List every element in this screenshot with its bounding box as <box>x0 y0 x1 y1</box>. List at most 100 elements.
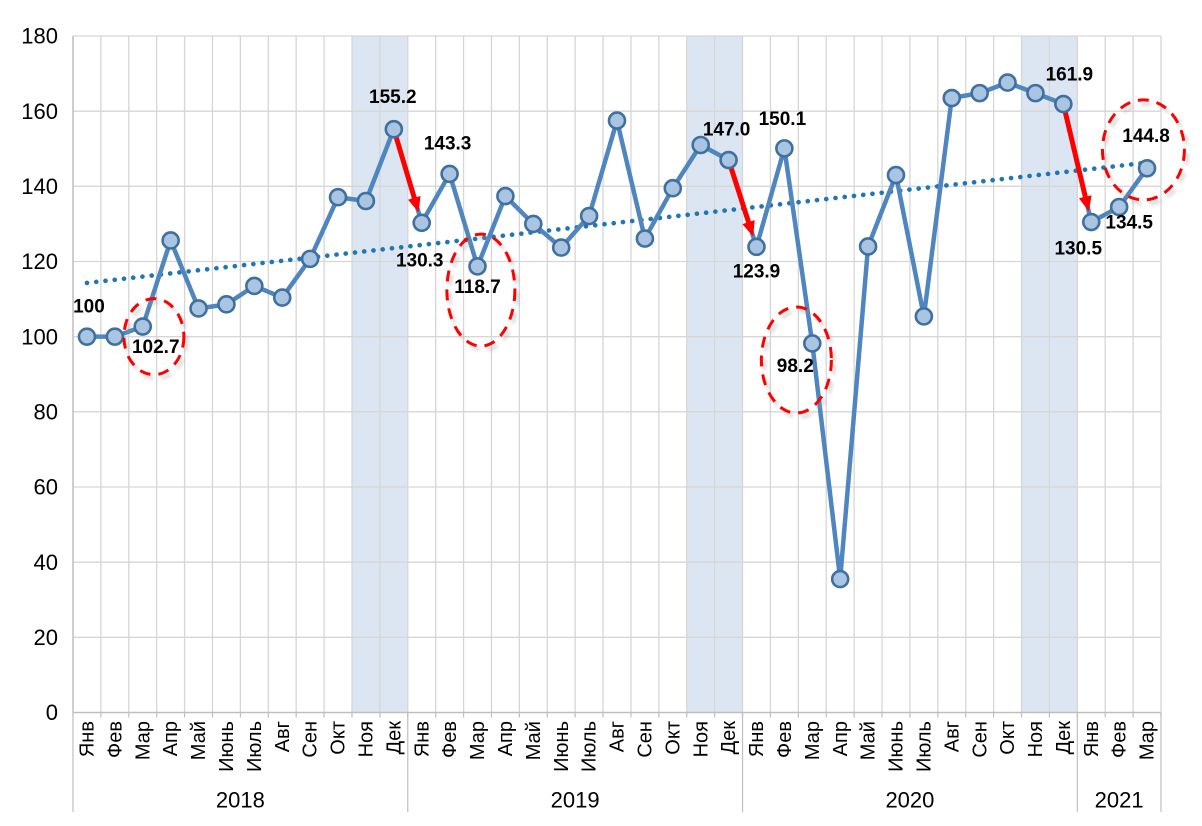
data-point-marker <box>775 139 794 158</box>
data-point-label: 118.7 <box>454 277 501 298</box>
highlight-ellipse <box>445 232 517 348</box>
axes <box>72 36 1162 812</box>
data-point-marker <box>356 191 376 211</box>
data-point-label: 100 <box>73 296 105 317</box>
data-point-label: 130.3 <box>396 250 444 271</box>
month-label: Ноя <box>356 721 378 757</box>
drop-arrow-head <box>408 196 421 213</box>
month-label: Июль <box>244 721 266 772</box>
month-label: Апр <box>160 721 182 756</box>
y-axis-tick-label: 100 <box>21 324 58 349</box>
data-point-marker <box>691 135 710 155</box>
data-point-label: 123.9 <box>733 261 781 282</box>
y-axis-tick-labels: 0 20 40 60 80 100 120 140 160 180 <box>21 24 58 726</box>
data-point-marker <box>607 111 627 130</box>
data-point-marker <box>105 327 125 346</box>
data-point-marker <box>1081 212 1101 232</box>
month-label: Апр <box>495 721 517 756</box>
y-axis-tick-label: 40 <box>34 550 58 575</box>
month-label: Авг <box>941 721 963 752</box>
highlight-ellipse-shadow <box>448 236 520 352</box>
month-label: Фев <box>439 721 461 758</box>
data-point-marker <box>217 295 236 314</box>
y-axis-tick-label: 20 <box>34 625 58 650</box>
month-label: Авг <box>272 721 294 752</box>
highlight-ellipse-shadow <box>1103 102 1189 206</box>
month-label: Сен <box>969 721 991 758</box>
y-axis-tick-label: 80 <box>34 400 58 425</box>
data-point-marker <box>1109 197 1129 217</box>
data-point-marker <box>468 257 487 276</box>
month-label: Май <box>188 721 210 760</box>
data-point-marker <box>886 165 906 185</box>
month-label: Мар <box>132 721 154 760</box>
drop-arrow-head <box>1078 195 1092 212</box>
month-label: Апр <box>830 721 852 756</box>
data-point-marker <box>998 73 1017 92</box>
year-label: 2021 <box>1095 788 1144 813</box>
data-point-marker <box>1054 94 1073 114</box>
y-axis-tick-label: 140 <box>21 174 58 199</box>
highlight-ellipse <box>759 305 833 415</box>
data-point-label: 144.8 <box>1122 126 1170 147</box>
month-label: Сен <box>634 721 656 758</box>
data-point-marker <box>747 237 766 257</box>
month-label: Сен <box>300 721 322 758</box>
data-point-label: 150.1 <box>759 109 807 130</box>
data-point-marker <box>970 83 989 103</box>
month-label: Янв <box>1081 721 1103 757</box>
data-point-marker <box>551 238 571 257</box>
data-point-marker <box>272 288 292 307</box>
drop-arrows <box>393 110 1092 237</box>
y-axis-tick-label: 0 <box>46 700 58 725</box>
data-point-marker <box>524 214 543 234</box>
year-label: 2018 <box>216 788 265 813</box>
highlight-ellipse <box>122 297 186 377</box>
data-point-marker <box>579 206 599 226</box>
data-point-marker <box>328 187 348 207</box>
month-label: Июнь <box>551 721 573 772</box>
month-label: Авг <box>607 721 629 752</box>
month-label: Июль <box>913 721 935 772</box>
month-label: Май <box>523 721 545 760</box>
year-labels: 2018 2019 2020 2021 <box>216 788 1144 813</box>
data-point-label: 98.2 <box>777 356 814 377</box>
month-label: Июль <box>579 721 601 772</box>
y-axis-tick-label: 120 <box>21 249 58 274</box>
data-point-marker <box>384 119 404 139</box>
year-label: 2019 <box>551 788 600 813</box>
month-label: Мар <box>467 721 489 760</box>
month-label: Май <box>858 721 880 760</box>
data-point-labels: 100 102.7 155.2 130.3 143.3 118.7 147.0 123.9 15… <box>73 65 1170 377</box>
month-label: Янв <box>411 721 433 757</box>
drop-arrow-shaft <box>1062 110 1088 199</box>
data-point-marker <box>914 307 934 326</box>
gridlines <box>72 35 1162 713</box>
month-label: Окт <box>997 721 1019 755</box>
drop-arrow-shaft <box>393 135 417 200</box>
data-point-marker <box>1026 83 1045 103</box>
data-point-marker <box>496 186 515 206</box>
month-label: Янв <box>77 721 99 757</box>
highlight-ellipses <box>122 98 1189 419</box>
y-axis-tick-label: 60 <box>34 475 58 500</box>
data-point-label: 155.2 <box>369 87 417 108</box>
data-point-marker <box>161 231 180 250</box>
month-label: Дек <box>718 721 740 755</box>
y-axis-tick-label: 180 <box>21 24 58 49</box>
data-point-label: 161.9 <box>1046 65 1094 86</box>
data-point-label: 130.5 <box>1054 239 1102 260</box>
data-point-marker <box>719 150 738 170</box>
data-point-marker <box>440 164 459 184</box>
month-label: Фев <box>774 721 796 758</box>
month-labels: Янв Фев Мар Апр Май Июнь Июль Авг Сен Окт Ноя Дек Ян… <box>77 721 1159 772</box>
data-point-marker <box>802 334 822 353</box>
data-point-marker <box>1137 158 1157 178</box>
data-point-marker <box>830 569 850 589</box>
data-point-marker <box>412 213 432 233</box>
trend-dotted-line <box>84 160 1150 286</box>
data-point-label: 143.3 <box>424 134 472 155</box>
data-point-markers <box>77 73 1157 589</box>
